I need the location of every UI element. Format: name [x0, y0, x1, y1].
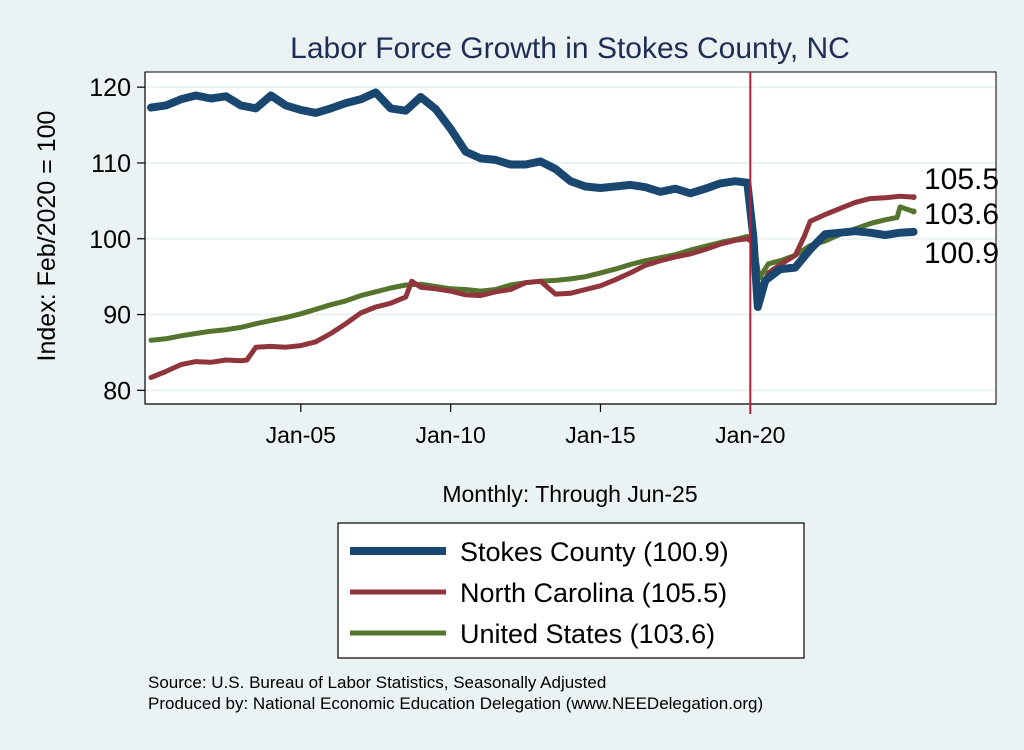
chart-title: Labor Force Growth in Stokes County, NC	[290, 32, 850, 65]
legend-label: United States (103.6)	[460, 619, 715, 649]
series-end-label: 103.6	[924, 198, 999, 231]
y-tick-label: 110	[91, 150, 131, 178]
legend-label: North Carolina (105.5)	[460, 578, 727, 608]
x-axis-label: Monthly: Through Jun-25	[442, 481, 697, 507]
series-line-1	[148, 193, 917, 380]
x-tick-label: Jan-15	[565, 422, 635, 448]
y-tick-label: 90	[103, 302, 131, 330]
produced-by-note: Produced by: National Economic Education…	[148, 694, 763, 713]
plot-layer: 80 90 100 110 120 Jan-05 Jan-10 Jan-15 Jan-20 100…	[89, 71, 999, 448]
y-tick-label: 80	[103, 377, 131, 405]
x-tick-label: Jan-20	[715, 422, 785, 448]
x-tick-label: Jan-05	[266, 422, 336, 448]
source-note: Source: U.S. Bureau of Labor Statistics,…	[148, 673, 606, 692]
y-tick-label: 120	[89, 74, 131, 102]
series-end-marker	[910, 208, 917, 215]
y-tick-label: 100	[89, 226, 131, 254]
series-end-label: 105.5	[924, 163, 999, 196]
plot-frame	[144, 71, 997, 405]
series-end-marker	[910, 228, 917, 235]
series-end-label: 100.9	[924, 237, 999, 270]
legend: Stokes County (100.9) North Carolina (105…	[337, 522, 805, 659]
legend-label: Stokes County (100.9)	[460, 537, 729, 567]
x-tick-label: Jan-10	[415, 422, 485, 448]
y-axis-label: Index: Feb/2020 = 100	[33, 111, 61, 362]
series-end-marker	[910, 194, 917, 201]
series-line-0	[147, 88, 918, 311]
